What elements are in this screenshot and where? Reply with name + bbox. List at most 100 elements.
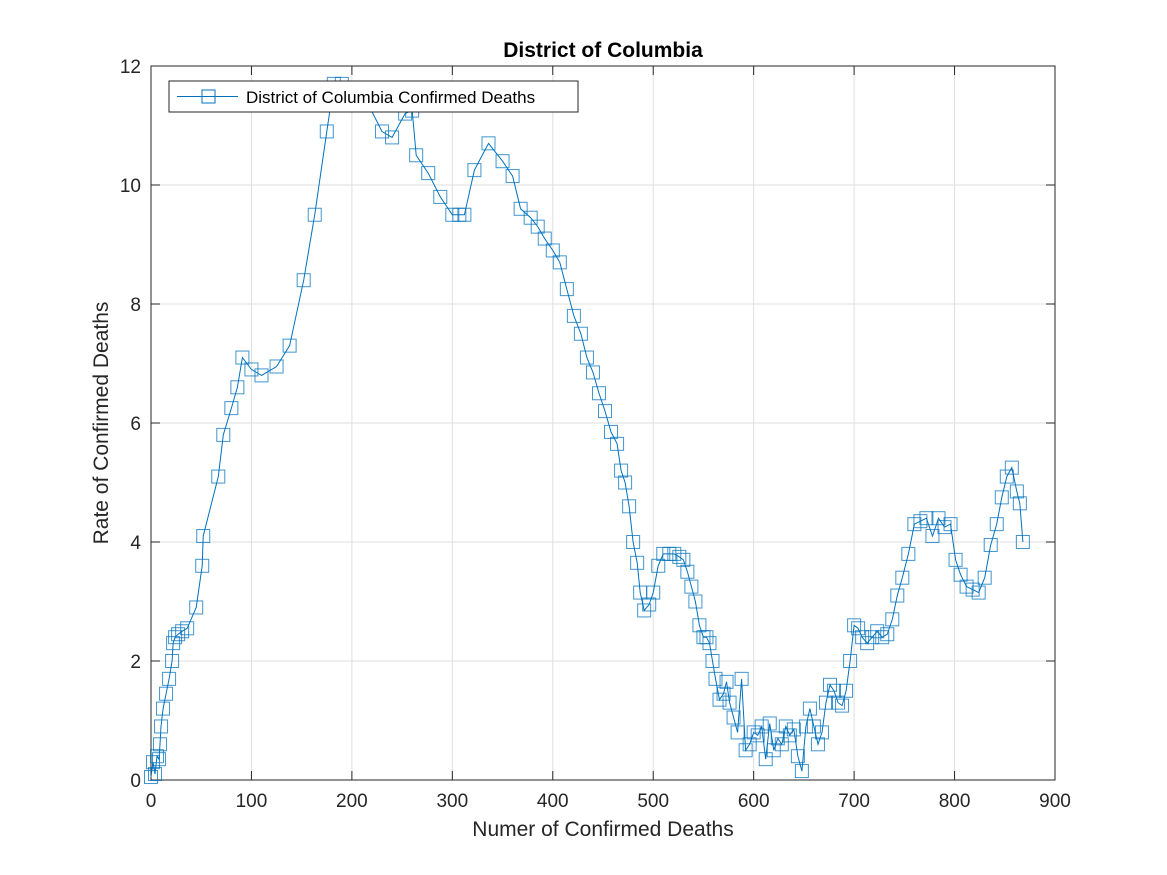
data-point-marker: [385, 130, 400, 145]
data-point-marker: [162, 671, 177, 686]
data-point-marker: [254, 368, 269, 383]
data-point-marker: [642, 597, 657, 612]
data-point-marker: [154, 719, 169, 734]
data-point-marker: [152, 752, 167, 767]
x-tick-label: 700: [838, 791, 870, 812]
data-point-marker: [875, 630, 890, 645]
data-point-marker: [999, 469, 1014, 484]
data-point-marker: [307, 207, 322, 222]
y-tick-label: 4: [130, 533, 141, 554]
data-point-marker: [667, 546, 682, 561]
data-point-marker: [433, 189, 448, 204]
data-point-marker: [870, 624, 885, 639]
data-point-marker: [705, 654, 720, 668]
data-point-marker: [1012, 496, 1027, 511]
data-point-marker: [860, 636, 875, 651]
data-point-marker: [445, 207, 460, 222]
chart-title: District of Columbia: [503, 39, 703, 62]
data-point-marker: [726, 710, 741, 725]
data-point-marker: [983, 537, 998, 552]
y-axis-label: Rate of Confirmed Deaths: [90, 302, 113, 545]
data-point-marker: [901, 546, 916, 561]
y-tick-label: 10: [120, 176, 141, 197]
x-tick-label: 900: [1039, 791, 1071, 812]
data-point-marker: [810, 737, 825, 752]
data-point-marker: [495, 154, 510, 169]
x-tick-label: 600: [738, 791, 770, 812]
data-point-marker: [269, 359, 284, 374]
data-point-marker: [175, 624, 190, 639]
data-point-marker: [171, 627, 186, 642]
data-point-marker: [730, 725, 745, 740]
legend-entry-label: District of Columbia Confirmed Deaths: [246, 88, 535, 107]
data-point-marker: [579, 350, 594, 365]
data-point-marker: [591, 386, 606, 401]
data-point-marker: [282, 338, 297, 353]
data-point-marker: [919, 511, 934, 526]
y-tick-label: 2: [130, 652, 141, 673]
tick-marks: [150, 65, 1056, 781]
data-point-marker: [566, 308, 581, 323]
y-tick-label: 6: [130, 414, 141, 435]
data-point-marker: [573, 326, 588, 341]
data-point-marker: [925, 529, 940, 544]
data-point-marker: [409, 148, 424, 163]
data-point-marker: [702, 636, 717, 651]
data-point-marker: [865, 630, 880, 645]
data-point-marker: [712, 692, 727, 707]
legend: District of Columbia Confirmed Deaths: [168, 80, 579, 113]
data-point-marker: [614, 463, 629, 478]
data-point-marker: [839, 683, 854, 698]
data-point-marker: [159, 686, 174, 701]
data-point-marker: [885, 612, 900, 627]
data-point-marker: [513, 201, 528, 216]
data-point-marker: [598, 404, 613, 419]
y-tick-label: 0: [130, 771, 141, 792]
data-point-marker: [831, 695, 846, 710]
data-point-marker: [855, 630, 870, 645]
data-point-marker: [545, 243, 560, 258]
data-point-marker: [672, 549, 687, 564]
data-point-marker: [637, 603, 652, 618]
data-point-marker: [684, 579, 699, 594]
data-point-marker: [1015, 535, 1030, 549]
data-point-marker: [585, 365, 600, 380]
data-point-marker: [559, 282, 574, 297]
data-point-marker: [948, 552, 963, 567]
data-point-marker: [296, 273, 311, 288]
data-point-marker: [798, 719, 813, 734]
data-point-marker: [971, 585, 986, 600]
data-point-marker: [168, 630, 183, 645]
x-tick-label: 0: [146, 791, 157, 812]
data-point-marker: [646, 585, 661, 600]
tick-labels: 0 100 200 300 400 500 600 700 800 900 0 2 4 6 8 10 12: [120, 57, 1071, 812]
data-point-marker: [989, 517, 1004, 532]
data-point-marker: [211, 469, 226, 484]
data-point-marker: [692, 618, 707, 633]
data-point-marker: [196, 529, 211, 544]
data-point-marker: [977, 570, 992, 585]
x-tick-label: 300: [436, 791, 468, 812]
data-point-marker: [688, 594, 703, 609]
data-point-marker: [943, 517, 958, 532]
data-point-marker: [481, 136, 496, 151]
data-point-marker: [823, 677, 838, 692]
data-point-marker: [734, 671, 749, 686]
data-point-marker: [457, 207, 472, 222]
data-point-marker: [680, 564, 695, 579]
data-point-marker: [610, 436, 625, 451]
data-point-marker: [778, 719, 793, 734]
data-point-marker: [244, 362, 259, 377]
x-tick-label: 800: [939, 791, 971, 812]
data-point-marker: [994, 490, 1009, 505]
data-point-marker: [762, 716, 777, 731]
data-point-marker: [722, 695, 737, 710]
data-point-marker: [794, 764, 809, 779]
data-point-marker: [530, 219, 545, 234]
y-tick-label: 8: [130, 295, 141, 316]
data-point-marker: [766, 743, 781, 758]
data-point-marker: [774, 737, 789, 752]
series-layer: [144, 76, 1030, 785]
data-point-marker: [895, 570, 910, 585]
data-point-marker: [189, 600, 204, 615]
